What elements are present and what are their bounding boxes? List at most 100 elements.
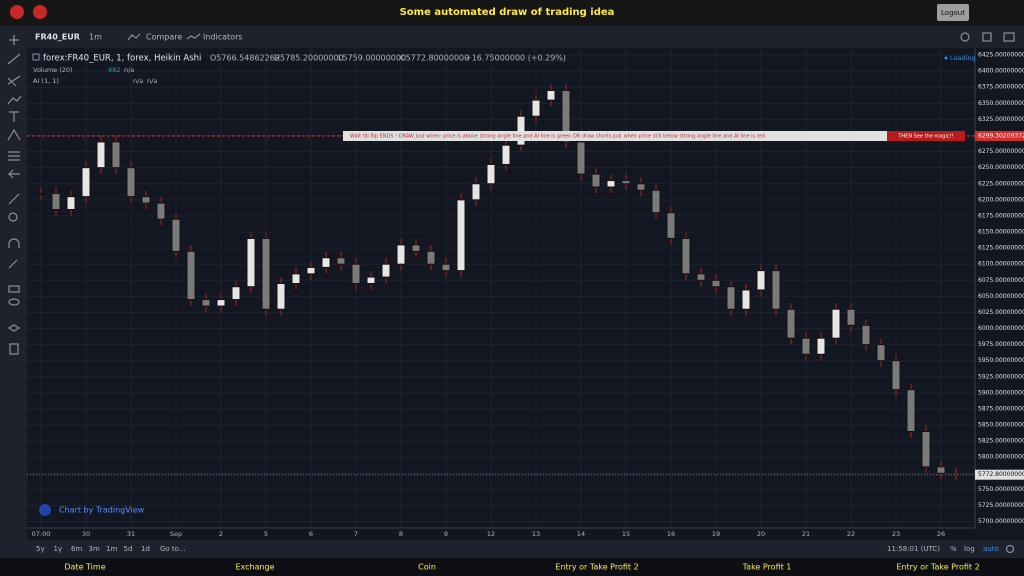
candle — [456, 199, 466, 272]
range-button[interactable]: 5d — [124, 545, 133, 553]
log-toggle[interactable]: log — [964, 545, 975, 553]
arrow-tool[interactable] — [7, 169, 20, 179]
candle — [936, 466, 946, 474]
range-button[interactable]: 1d — [141, 545, 150, 553]
candle — [141, 196, 151, 204]
ohlc-close: C5772.80000000 — [400, 54, 469, 63]
y-tick-label: 6200.00000000 — [978, 196, 1024, 203]
candle — [111, 141, 121, 169]
interval[interactable]: 1m — [89, 33, 102, 42]
volume-value: 482 — [108, 66, 120, 74]
ohlc-open: O5766.54862262 — [210, 54, 280, 63]
eye-tool[interactable] — [8, 298, 20, 306]
range-button[interactable]: 6m — [71, 545, 82, 553]
fullscreen-icon[interactable] — [982, 32, 992, 42]
camera-icon[interactable] — [1003, 32, 1015, 42]
candle — [741, 289, 751, 310]
fib-tool[interactable] — [8, 151, 20, 161]
plot-area — [27, 48, 975, 528]
ruler-tool[interactable] — [8, 193, 20, 205]
footer-column: Coin — [418, 563, 436, 572]
x-tick-label: 13 — [532, 530, 540, 538]
candle — [36, 192, 46, 195]
brush-tool[interactable] — [7, 95, 22, 105]
candle — [636, 183, 646, 191]
logout-button[interactable] — [937, 4, 969, 21]
y-tick-label: 5900.00000000 — [978, 389, 1024, 396]
range-button[interactable]: 1y — [54, 545, 63, 553]
y-tick-label: 6225.00000000 — [978, 180, 1024, 187]
candle — [831, 308, 841, 339]
text-tool[interactable] — [9, 111, 19, 122]
candle — [351, 263, 361, 284]
range-button[interactable]: 1m — [106, 545, 117, 553]
logo — [33, 5, 47, 19]
candle — [756, 270, 766, 291]
logout-label[interactable]: Logout — [941, 9, 965, 17]
axis-settings[interactable] — [1005, 544, 1015, 554]
y-tick-label: 5925.00000000 — [978, 373, 1024, 380]
y-tick-label: 6375.00000000 — [978, 84, 1024, 91]
banner-magic — [887, 131, 965, 141]
compare[interactable]: Compare — [146, 33, 182, 42]
layers-tool[interactable] — [7, 324, 21, 332]
logo — [10, 5, 24, 19]
candle — [81, 167, 91, 198]
y-tick-label: 5975.00000000 — [978, 341, 1024, 348]
footer-column: Date Time — [64, 563, 105, 572]
page-title: Some automated draw of trading idea — [400, 7, 615, 18]
candle — [381, 263, 391, 278]
candle — [666, 212, 676, 239]
range-button[interactable]: 5y — [36, 545, 45, 553]
y-tick-label: 6150.00000000 — [978, 229, 1024, 236]
y-tick-label: 5950.00000000 — [978, 357, 1024, 364]
y-tick-label: 6425.00000000 — [978, 52, 1024, 59]
magnet-tool[interactable] — [8, 238, 20, 248]
candle — [891, 360, 901, 391]
y-tick-label: 6025.00000000 — [978, 309, 1024, 316]
symbol[interactable]: FR40_EUR — [35, 33, 80, 42]
collapse-icon[interactable] — [32, 53, 40, 61]
zoom-tool[interactable] — [8, 212, 18, 222]
y-tick-label: 6350.00000000 — [978, 100, 1024, 107]
tool-icons — [7, 35, 22, 355]
x-tick-label: 22 — [847, 530, 855, 538]
ohlc-high: H5785.20000000 — [274, 54, 344, 63]
candle — [411, 244, 421, 252]
candle — [606, 180, 616, 188]
line-tool[interactable] — [7, 53, 21, 65]
footer-column: Entry or Take Profit 2 — [896, 563, 979, 572]
trash-tool[interactable] — [9, 343, 19, 355]
banner — [343, 131, 887, 141]
auto-toggle[interactable]: auto — [983, 545, 999, 553]
y-tick-label: 5875.00000000 — [978, 405, 1024, 412]
range-button[interactable]: 3m — [89, 545, 100, 553]
x-tick-label: 2 — [219, 530, 223, 538]
pattern-tool[interactable] — [7, 128, 21, 141]
y-tick-label: 5700.00000000 — [978, 518, 1024, 525]
candle — [426, 250, 436, 265]
candle — [306, 266, 316, 275]
y-tick-label: 5825.00000000 — [978, 438, 1024, 445]
settings-icon[interactable] — [960, 32, 970, 42]
pitchfork-tool[interactable] — [7, 75, 21, 87]
x-tick-label: 26 — [937, 530, 945, 538]
banner-text: Wait till flip ENDS ! DRAW just when: pr… — [350, 134, 765, 140]
goto[interactable]: Go to... — [160, 545, 186, 553]
signal-price-tag — [975, 130, 1024, 141]
candle — [201, 299, 211, 307]
candle — [906, 389, 916, 432]
percent-toggle[interactable]: % — [950, 545, 957, 553]
indicators[interactable]: Indicators — [203, 33, 243, 42]
lock-tool[interactable] — [8, 259, 18, 269]
crosshair-tool[interactable] — [9, 35, 19, 45]
lock-icon[interactable] — [8, 285, 20, 293]
footer — [0, 558, 1024, 576]
candle — [786, 308, 796, 339]
compare-icon — [127, 33, 141, 41]
y-tick-label: 6175.00000000 — [978, 212, 1024, 219]
candle — [171, 218, 181, 252]
watermark-logo — [39, 504, 51, 516]
candle — [321, 257, 331, 268]
